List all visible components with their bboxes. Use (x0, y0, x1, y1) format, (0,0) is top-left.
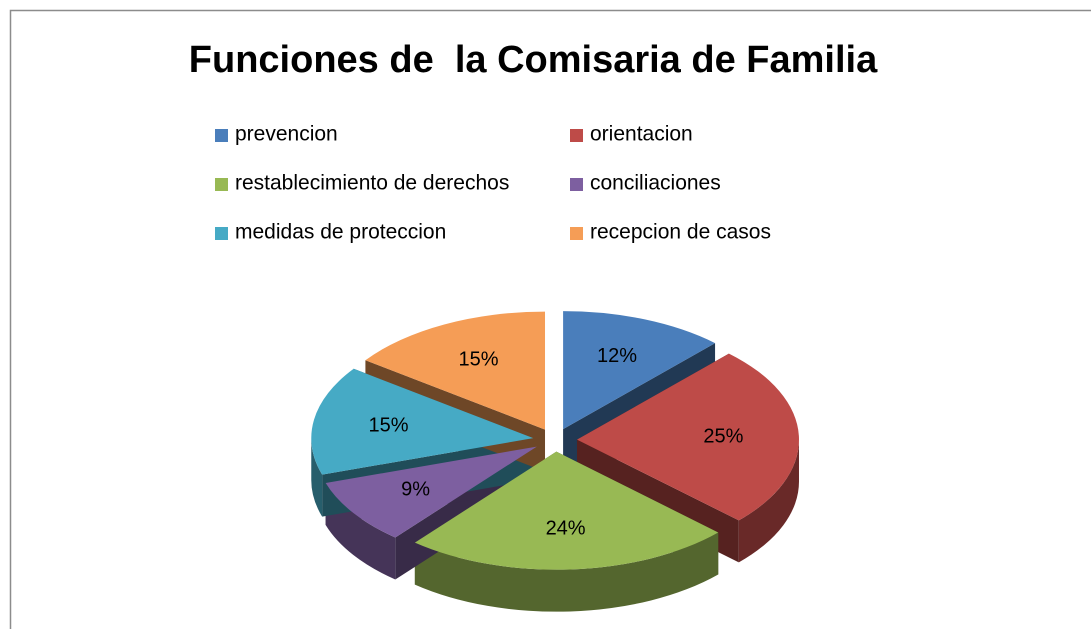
value-label: 12% (597, 345, 637, 367)
slice-side (414, 532, 719, 612)
legend-label: orientacion (590, 123, 693, 146)
legend-label: prevencion (235, 123, 338, 146)
legend-swatch (215, 178, 228, 191)
legend-swatch (570, 178, 583, 191)
legend-label: recepcion de casos (590, 221, 771, 244)
legend-swatch (215, 129, 228, 142)
slice-tops (311, 311, 799, 570)
slice (365, 311, 546, 430)
legend-swatch (570, 227, 583, 240)
slice (311, 368, 534, 475)
value-label: 9% (401, 479, 430, 501)
legend-swatch (570, 129, 583, 142)
slice-side (738, 439, 799, 563)
legend-label: conciliaciones (590, 172, 721, 195)
slice (563, 311, 716, 430)
chart-title: Funciones de la Comisaria de Familia (189, 39, 878, 81)
legend-label: restablecimiento de derechos (235, 172, 509, 195)
value-label: 15% (369, 414, 409, 436)
slice (576, 353, 799, 521)
slice (414, 451, 719, 570)
legend-swatch (215, 227, 228, 240)
value-label: 25% (703, 425, 743, 447)
slice-side (311, 438, 323, 517)
value-label: 24% (546, 518, 586, 540)
value-label: 15% (458, 348, 498, 370)
legend-label: medidas de proteccion (235, 221, 446, 244)
slice (325, 446, 537, 538)
